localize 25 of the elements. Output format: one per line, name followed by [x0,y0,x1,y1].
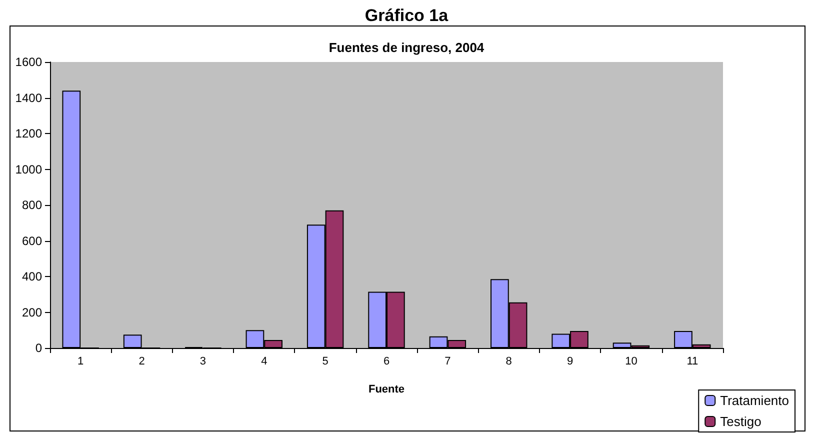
legend-label: Testigo [720,414,762,429]
x-tick-label: 5 [322,356,328,368]
y-tick-label: 1400 [15,90,42,105]
x-tick-label: 6 [383,356,390,368]
legend-label: Tratamiento [720,393,790,408]
y-tick-label: 200 [22,305,42,320]
chart-title: Gráfico 1a [364,6,449,25]
x-tick-label: 2 [138,356,145,368]
x-tick-label: 9 [566,356,574,368]
y-tick-label: 1000 [15,162,42,176]
y-tick-label: 400 [22,270,42,284]
y-tick-label: 600 [22,234,42,248]
x-tick-label: 3 [200,356,206,368]
y-tick-label: 800 [22,198,42,212]
x-tick-label: 10 [625,356,638,368]
x-axis-title: Fuente [368,384,405,396]
y-tick-label: 1600 [15,55,42,69]
x-tick-label: 1 [78,356,84,368]
x-tick-label: 8 [506,356,512,368]
y-tick-label: 1200 [15,126,42,140]
chart-subtitle: Fuentes de ingreso, 2004 [328,40,485,55]
y-tick-label: 0 [35,341,42,355]
x-tick-label: 7 [444,356,451,368]
x-tick-label: 4 [261,356,268,368]
x-tick-label: 11 [686,356,698,368]
